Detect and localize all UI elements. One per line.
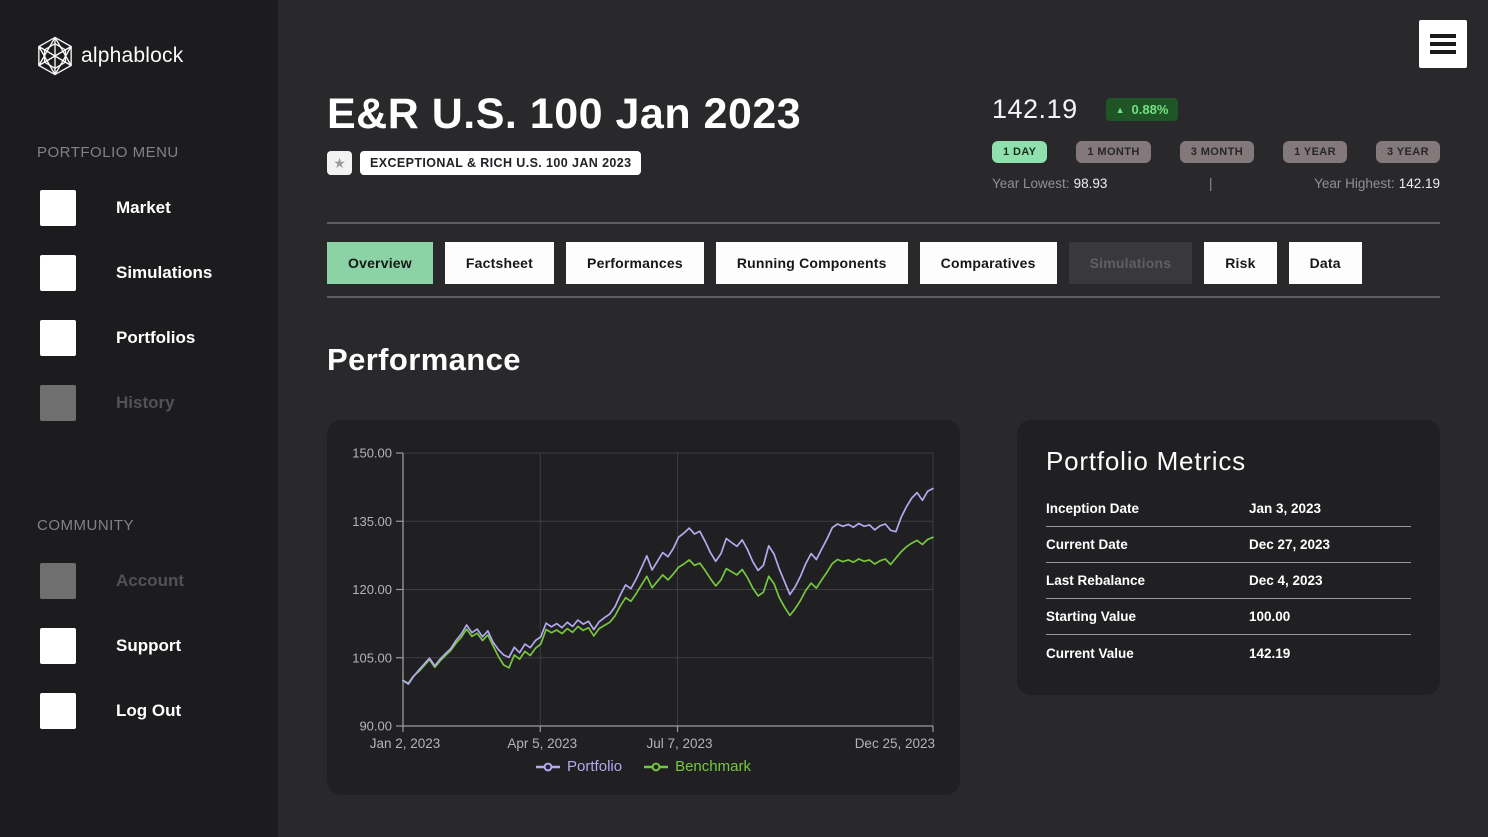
- legend-portfolio[interactable]: Portfolio: [536, 758, 622, 775]
- period-1-day[interactable]: 1 DAY: [992, 141, 1048, 163]
- tab-running-components[interactable]: Running Components: [715, 242, 908, 284]
- tab-bar: Overview Factsheet Performances Running …: [327, 242, 1440, 284]
- legend-benchmark[interactable]: Benchmark: [644, 758, 751, 775]
- sidebar-item-history: History: [0, 385, 278, 421]
- svg-text:120.00: 120.00: [352, 582, 392, 597]
- period-selector: 1 DAY 1 MONTH 3 MONTH 1 YEAR 3 YEAR: [992, 141, 1440, 163]
- tab-data[interactable]: Data: [1288, 242, 1362, 284]
- tab-risk[interactable]: Risk: [1204, 242, 1277, 284]
- svg-text:150.00: 150.00: [352, 446, 392, 461]
- svg-text:105.00: 105.00: [352, 650, 392, 665]
- tab-factsheet[interactable]: Factsheet: [444, 242, 555, 284]
- page-title: E&R U.S. 100 Jan 2023: [327, 90, 802, 138]
- metric-row-starting-value: Starting Value 100.00: [1046, 599, 1411, 635]
- svg-text:Jan 2, 2023: Jan 2, 2023: [370, 736, 441, 751]
- period-3-month[interactable]: 3 MONTH: [1179, 141, 1255, 163]
- price-panel: 142.19 ▲ 0.88% 1 DAY 1 MONTH 3 MONTH 1 Y…: [992, 94, 1440, 191]
- hexagon-star-logo-icon: [38, 36, 72, 76]
- brand-name: alphablock: [81, 44, 184, 67]
- tab-overview[interactable]: Overview: [327, 242, 433, 284]
- year-lowest: Year Lowest: 98.93: [992, 176, 1108, 191]
- sidebar-item-account: Account: [0, 563, 278, 599]
- metric-row-last-rebalance: Last Rebalance Dec 4, 2023: [1046, 563, 1411, 599]
- svg-text:Apr 5, 2023: Apr 5, 2023: [507, 736, 577, 751]
- portfolio-full-name-badge: EXCEPTIONAL & RICH U.S. 100 JAN 2023: [360, 151, 642, 176]
- support-icon: [40, 628, 76, 664]
- svg-text:90.00: 90.00: [359, 719, 392, 734]
- chart-legend: Portfolio Benchmark: [327, 758, 960, 775]
- tab-simulations: Simulations: [1068, 242, 1193, 284]
- brand-logo: alphablock: [0, 0, 278, 76]
- year-range-stats: Year Lowest: 98.93 | Year Highest: 142.19: [992, 176, 1440, 191]
- sidebar-section-portfolio-menu: PORTFOLIO MENU: [37, 144, 179, 161]
- main-content: E&R U.S. 100 Jan 2023 ★ EXCEPTIONAL & RI…: [278, 0, 1488, 837]
- tabs-divider: [327, 296, 1440, 298]
- sidebar: alphablock PORTFOLIO MENU Market Simulat…: [0, 0, 278, 837]
- sidebar-item-simulations[interactable]: Simulations: [0, 255, 278, 291]
- tab-performances[interactable]: Performances: [566, 242, 704, 284]
- stat-separator: |: [1208, 176, 1213, 191]
- change-percent: 0.88%: [1131, 102, 1169, 117]
- sidebar-item-logout[interactable]: Log Out: [0, 693, 278, 729]
- performance-heading: Performance: [327, 342, 521, 377]
- sidebar-item-support[interactable]: Support: [0, 628, 278, 664]
- tab-comparatives[interactable]: Comparatives: [919, 242, 1057, 284]
- benchmark-line-marker-icon: [644, 762, 669, 771]
- year-highest: Year Highest: 142.19: [1314, 176, 1440, 191]
- market-icon: [40, 190, 76, 226]
- svg-text:Dec 25, 2023: Dec 25, 2023: [855, 736, 935, 751]
- metrics-title: Portfolio Metrics: [1046, 446, 1246, 476]
- sidebar-section-community: COMMUNITY: [37, 517, 134, 534]
- period-3-year[interactable]: 3 YEAR: [1376, 141, 1440, 163]
- logout-icon: [40, 693, 76, 729]
- hamburger-icon: [1430, 34, 1456, 38]
- performance-chart-card: 90.00 105.00 120.00 135.00 150.00 Jan 2, 2023…: [327, 420, 960, 795]
- favorite-star-icon[interactable]: ★: [327, 151, 352, 176]
- portfolios-icon: [40, 320, 76, 356]
- sidebar-item-market[interactable]: Market: [0, 190, 278, 226]
- history-icon: [40, 385, 76, 421]
- metric-row-current-value: Current Value 142.19: [1046, 645, 1291, 661]
- simulations-icon: [40, 255, 76, 291]
- account-icon: [40, 563, 76, 599]
- performance-line-chart: 90.00 105.00 120.00 135.00 150.00 Jan 2, 2023…: [352, 446, 935, 752]
- current-price: 142.19: [992, 94, 1078, 124]
- sidebar-item-portfolios[interactable]: Portfolios: [0, 320, 278, 356]
- portfolio-metrics-card: Portfolio Metrics Inception Date Jan 3, 2…: [1017, 420, 1440, 695]
- svg-text:135.00: 135.00: [352, 514, 392, 529]
- svg-text:Jul 7, 2023: Jul 7, 2023: [647, 736, 713, 751]
- menu-button[interactable]: [1419, 20, 1467, 68]
- change-badge: ▲ 0.88%: [1105, 98, 1179, 121]
- up-arrow-icon: ▲: [1115, 104, 1125, 115]
- period-1-month[interactable]: 1 MONTH: [1076, 141, 1151, 163]
- metric-row-inception-date: Inception Date Jan 3, 2023: [1046, 491, 1411, 527]
- period-1-year[interactable]: 1 YEAR: [1283, 141, 1347, 163]
- portfolio-header: E&R U.S. 100 Jan 2023 ★ EXCEPTIONAL & RI…: [327, 90, 1440, 191]
- header-divider: [327, 222, 1440, 224]
- portfolio-line-marker-icon: [536, 762, 561, 771]
- metric-row-current-date: Current Date Dec 27, 2023: [1046, 527, 1411, 563]
